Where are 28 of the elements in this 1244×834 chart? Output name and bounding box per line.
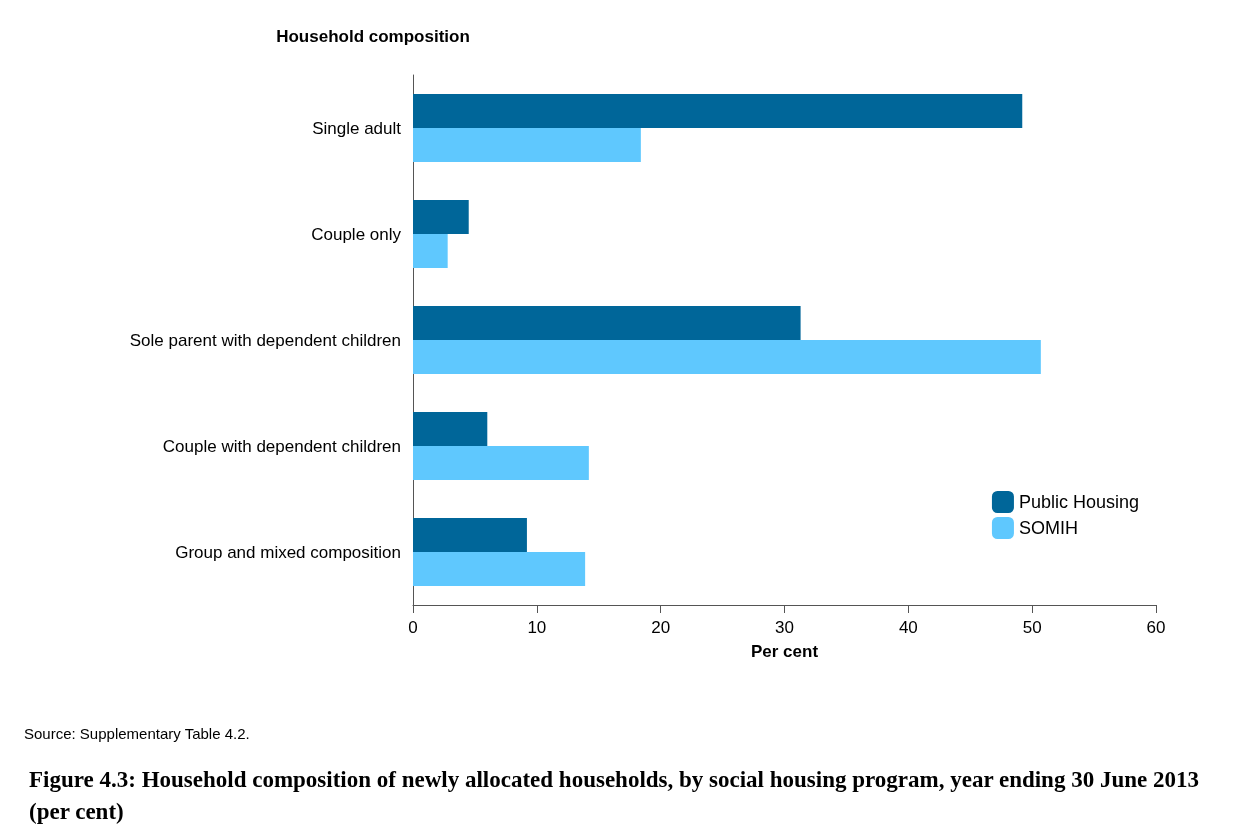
x-tick-label: 10 (527, 618, 547, 637)
x-tick-label: 20 (651, 618, 671, 637)
bar (413, 306, 801, 340)
bar (413, 200, 469, 234)
y-tick-label: Sole parent with dependent children (129, 330, 401, 350)
bar (413, 518, 527, 552)
legend-label: SOMIH (1018, 518, 1078, 538)
y-tick-label: Group and mixed composition (175, 542, 401, 562)
bar (413, 446, 589, 480)
legend-label: Public Housing (1018, 492, 1140, 512)
x-tick-label: 50 (1022, 618, 1042, 637)
text: Figure 4.3: Household composition of newly allocated households, by social housing program, year ending 30 June 2013 (per cent) (29, 766, 1205, 824)
x-tick-label: 60 (1146, 618, 1166, 637)
bar (413, 552, 586, 586)
bar (413, 94, 1023, 128)
y-tick-label: Couple only (311, 224, 402, 244)
bar (413, 128, 641, 162)
x-axis-title: Per cent (750, 642, 819, 661)
bar (413, 412, 488, 446)
bar (413, 340, 1041, 374)
x-tick-label: 30 (775, 618, 794, 637)
source-note: Source: Supplementary Table 4.2. (24, 725, 250, 742)
y-axis-title: Household composition (276, 27, 470, 46)
x-tick-label: 0 (408, 618, 418, 637)
x-tick-label: 40 (898, 618, 918, 637)
y-tick-label: Single adult (312, 118, 402, 138)
bar (413, 234, 448, 268)
y-tick-label: Couple with dependent children (162, 436, 401, 456)
